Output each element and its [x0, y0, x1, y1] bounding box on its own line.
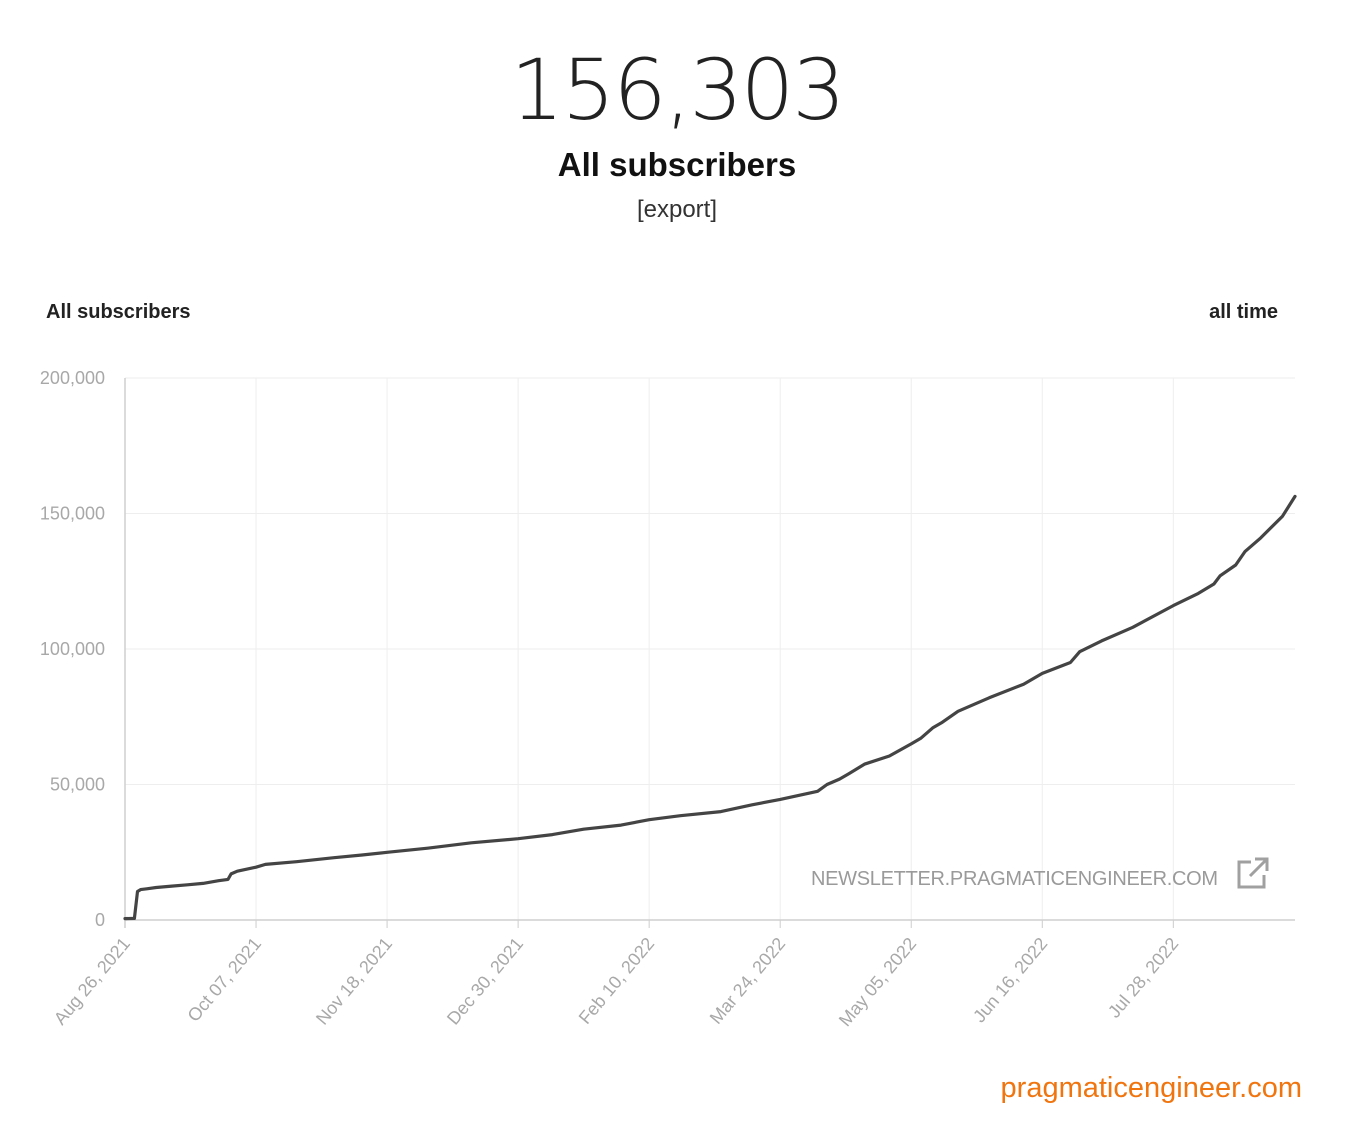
- x-tick-label: Dec 30, 2021: [443, 934, 527, 1029]
- y-tick-label: 100,000: [40, 639, 105, 659]
- chart-title: All subscribers: [46, 301, 191, 323]
- x-tick-label: Oct 07, 2021: [184, 934, 266, 1026]
- y-tick-label: 0: [95, 910, 105, 930]
- x-tick-label: May 05, 2022: [835, 934, 920, 1030]
- newsletter-watermark: NEWSLETTER.PRAGMATICENGINEER.COM: [811, 868, 1218, 890]
- x-tick-label: Mar 24, 2022: [706, 934, 790, 1028]
- chart-tick-labels: 0 50,000 100,000 150,000 200,000 Aug 26, 2021…: [40, 368, 1182, 1030]
- chart-grid: [124, 377, 1295, 920]
- x-tick-label: Jul 28, 2022: [1104, 934, 1182, 1022]
- y-tick-label: 50,000: [50, 775, 105, 795]
- subscriber-total-label: All subscribers: [557, 146, 797, 183]
- external-link-icon[interactable]: [1234, 856, 1270, 892]
- subscriber-total: 156,303: [510, 41, 845, 139]
- export-link[interactable]: [export]: [636, 196, 718, 223]
- time-range-selector[interactable]: all time: [1209, 301, 1278, 323]
- y-tick-label: 150,000: [40, 504, 105, 524]
- subscriber-series-line: [123, 494, 1297, 921]
- x-tick-label: Nov 18, 2021: [312, 934, 396, 1029]
- brand-link[interactable]: pragmaticengineer.com: [1000, 1072, 1302, 1104]
- chart-axes: [124, 378, 1295, 928]
- chart-series: [123, 494, 1297, 921]
- x-tick-label: Aug 26, 2021: [50, 934, 134, 1029]
- x-tick-label: Feb 10, 2022: [575, 934, 659, 1028]
- x-tick-label: Jun 16, 2022: [969, 934, 1051, 1027]
- y-tick-label: 200,000: [40, 368, 105, 388]
